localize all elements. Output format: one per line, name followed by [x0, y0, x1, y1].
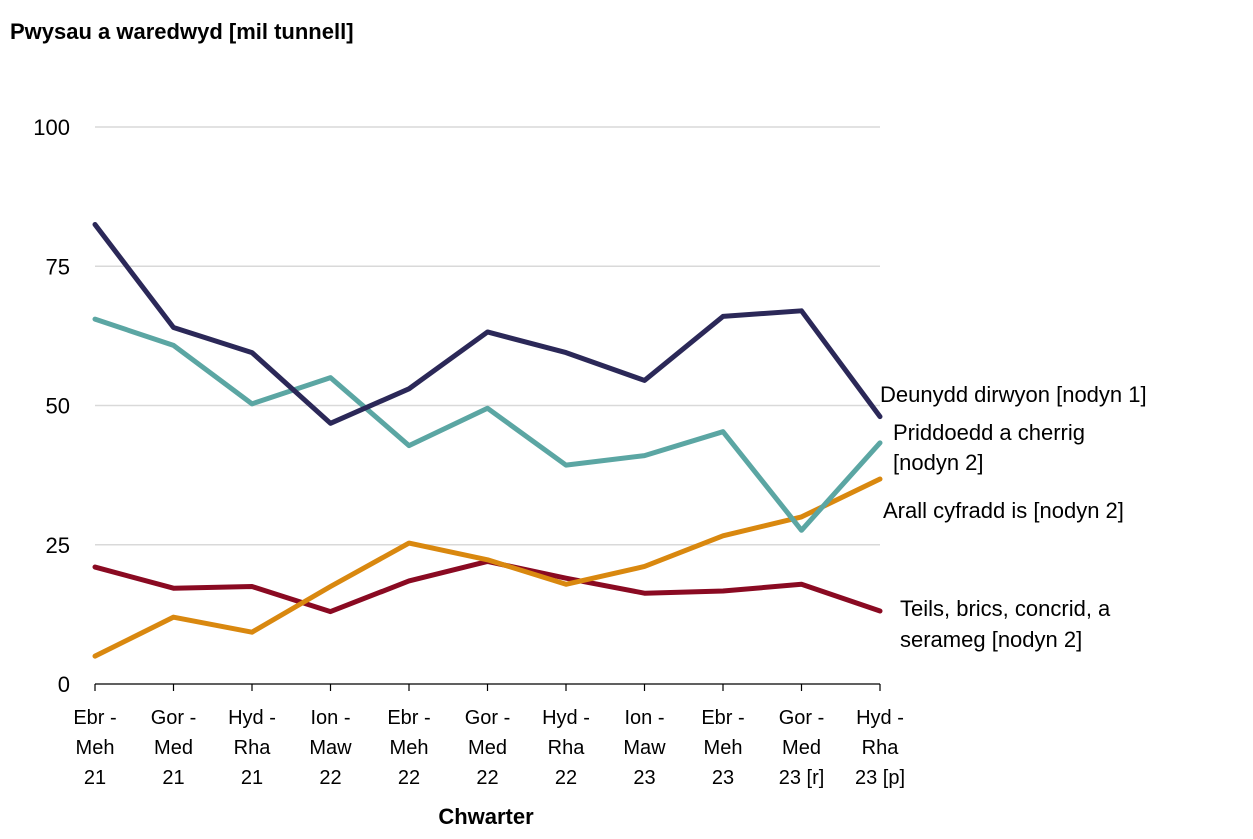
x-tick-label: Rha — [234, 737, 272, 759]
series-line — [92, 558, 883, 615]
x-tick-label: 22 — [555, 767, 577, 789]
y-axis-title: Pwysau a waredwyd [mil tunnell] — [10, 19, 354, 44]
x-tick-label: 22 — [476, 767, 498, 789]
x-tick-label: Rha — [862, 737, 900, 759]
series-line — [92, 221, 883, 426]
y-axis-ticks: 0 25 50 75 100 — [33, 115, 70, 697]
x-tick-label: Med — [154, 737, 193, 759]
x-tick-label: Gor - — [779, 707, 825, 729]
x-tick-label: Gor - — [465, 707, 511, 729]
x-tick-label: Maw — [309, 737, 352, 759]
x-tick-label: Ebr - — [387, 707, 430, 729]
x-tick-label: 22 — [398, 767, 420, 789]
series-label: Deunydd dirwyon [nodyn 1] — [880, 382, 1147, 407]
series-label: [nodyn 2] — [893, 450, 984, 475]
series-labels: Deunydd dirwyon [nodyn 1] Priddoedd a che… — [880, 382, 1147, 652]
series-label: Arall cyfradd is [nodyn 2] — [883, 498, 1124, 523]
gridlines — [95, 126, 880, 546]
x-axis-title: Chwarter — [438, 804, 534, 829]
x-tick-label: Ion - — [310, 707, 350, 729]
x-tick-label: Hyd - — [856, 707, 904, 729]
series-label: serameg [nodyn 2] — [900, 627, 1082, 652]
x-tick-label: Meh — [76, 737, 115, 759]
x-tick-label: Ion - — [624, 707, 664, 729]
x-tick-label: Hyd - — [542, 707, 590, 729]
y-tick-label: 25 — [46, 533, 70, 558]
y-tick-label: 75 — [46, 254, 70, 279]
series-label: Teils, brics, concrid, a — [900, 596, 1111, 621]
x-tick-label: 21 — [162, 767, 184, 789]
x-axis: Ebr - Meh 21 Gor - Med 21 Hyd - Rha 21 Ion - Maw 22… — [73, 683, 905, 789]
x-tick-label: 23 — [633, 767, 655, 789]
y-tick-label: 0 — [58, 672, 70, 697]
x-tick-label: 21 — [84, 767, 106, 789]
x-tick-label: Ebr - — [73, 707, 116, 729]
x-tick-label: Meh — [704, 737, 743, 759]
x-tick-label: Hyd - — [228, 707, 276, 729]
x-tick-label: Med — [782, 737, 821, 759]
y-tick-label: 50 — [46, 394, 70, 419]
x-tick-label: Gor - — [151, 707, 197, 729]
x-tick-label: 23 — [712, 767, 734, 789]
x-tick-label: 21 — [241, 767, 263, 789]
x-tick-label: Rha — [548, 737, 586, 759]
series-lines — [92, 221, 883, 659]
x-tick-label: Maw — [623, 737, 666, 759]
x-tick-label: Ebr - — [701, 707, 744, 729]
series-label: Priddoedd a cherrig — [893, 420, 1085, 445]
y-tick-label: 100 — [33, 115, 70, 140]
x-tick-label: 23 [r] — [779, 767, 825, 789]
x-tick-label: 22 — [319, 767, 341, 789]
x-tick-label: 23 [p] — [855, 767, 905, 789]
x-tick-label: Med — [468, 737, 507, 759]
x-tick-label: Meh — [390, 737, 429, 759]
series-line — [92, 476, 883, 659]
series-line — [92, 316, 883, 533]
